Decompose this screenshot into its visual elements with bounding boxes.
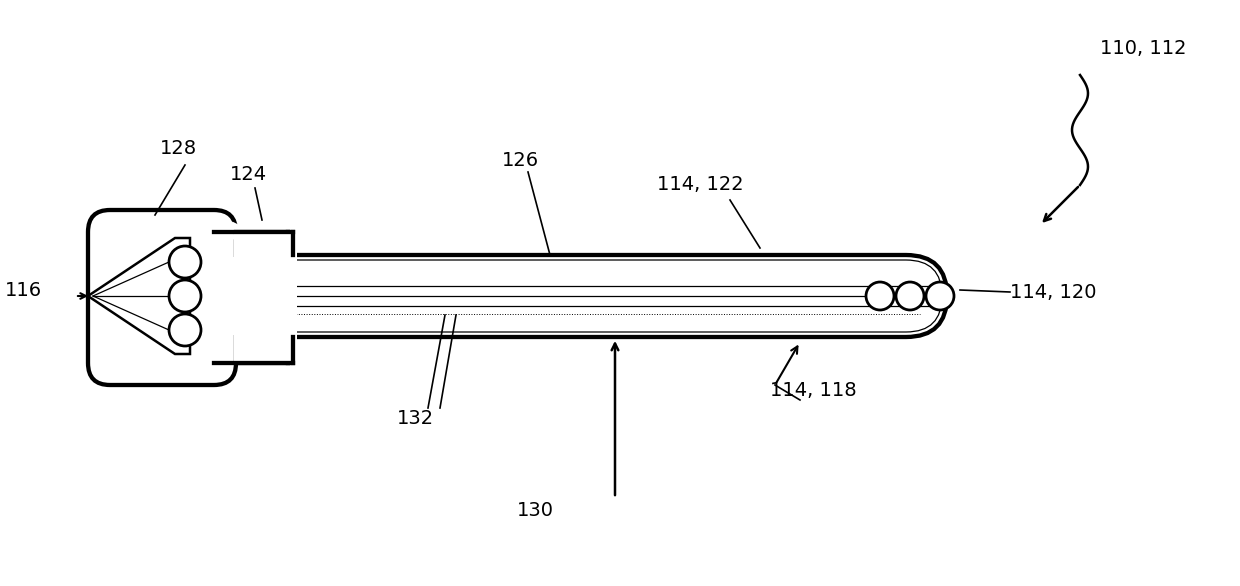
Text: 110, 112: 110, 112 [1100, 39, 1187, 57]
Circle shape [926, 282, 954, 310]
Circle shape [169, 314, 201, 346]
Text: 132: 132 [397, 408, 434, 428]
FancyBboxPatch shape [237, 260, 942, 332]
Text: 114, 120: 114, 120 [1011, 282, 1096, 302]
Bar [234, 233, 298, 362]
FancyBboxPatch shape [88, 210, 236, 385]
Circle shape [866, 282, 894, 310]
Circle shape [169, 280, 201, 312]
Circle shape [897, 282, 924, 310]
Text: 130: 130 [517, 500, 553, 520]
Text: 116: 116 [5, 281, 42, 299]
Text: 128: 128 [160, 138, 197, 158]
FancyBboxPatch shape [232, 255, 947, 337]
Polygon shape [88, 238, 190, 354]
Circle shape [169, 246, 201, 278]
Bar [212, 257, 273, 335]
Text: 114, 118: 114, 118 [770, 380, 857, 400]
Text: 126: 126 [501, 151, 538, 169]
Text: 124: 124 [229, 165, 267, 185]
Text: 114, 122: 114, 122 [657, 175, 743, 195]
